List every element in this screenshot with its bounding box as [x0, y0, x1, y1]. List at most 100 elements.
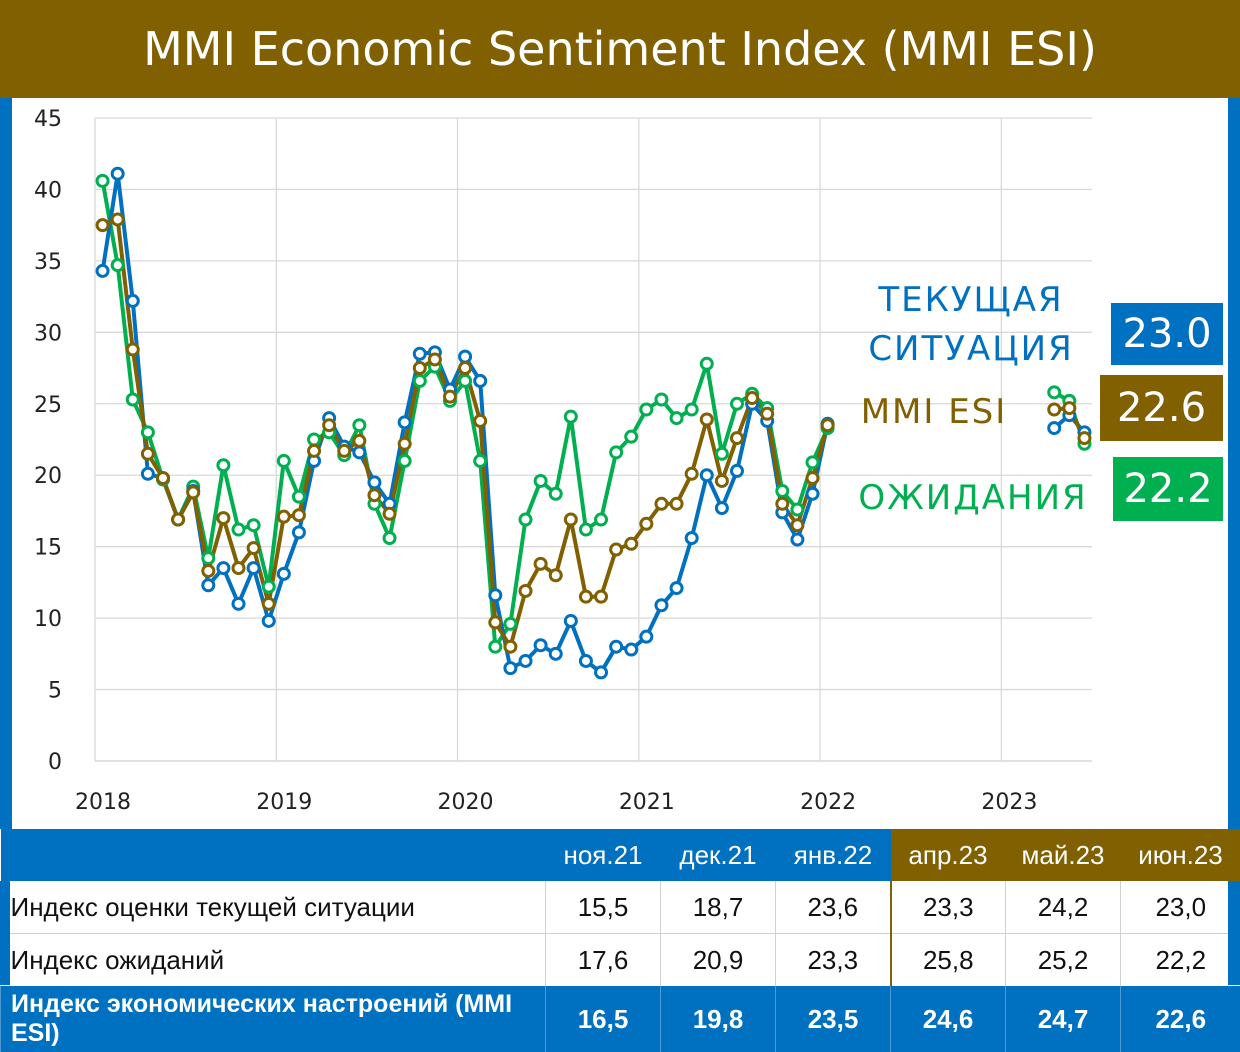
y-tick-label: 20 [34, 464, 62, 489]
series-expect-point [1049, 387, 1060, 398]
current-value-badge: 23.0 [1111, 303, 1223, 365]
series-esi-point [248, 543, 259, 554]
series-current-point [671, 583, 682, 594]
series-expect-point [399, 455, 410, 466]
series-expect-point [384, 533, 395, 544]
series-expect-point [792, 504, 803, 515]
series-current-point [505, 663, 516, 674]
series-expect-point [233, 524, 244, 535]
series-expect-point [218, 460, 229, 471]
series-esi-point [1049, 404, 1060, 415]
series-esi-point [505, 641, 516, 652]
series-current-point [596, 667, 607, 678]
series-esi-point [822, 420, 833, 431]
series-esi-point [324, 420, 335, 431]
series-expect-point [309, 434, 320, 445]
series-expect-point [580, 524, 591, 535]
series-esi-point [203, 565, 214, 576]
series-current-point [263, 615, 274, 626]
table-cell: 25,8 [891, 934, 1006, 987]
label-esi: MMI ESI [861, 392, 1008, 432]
series-current-point [369, 477, 380, 488]
row-label: Индекс экономических настроений (MMI ESI… [1, 986, 546, 1052]
series-current-point [535, 640, 546, 651]
row-label: Индекс ожиданий [1, 934, 546, 987]
series-esi-point [233, 563, 244, 574]
series-esi-point [475, 415, 486, 426]
series-esi-point [731, 433, 742, 444]
series-expect-point [641, 404, 652, 415]
series-expect-point [777, 485, 788, 496]
series-esi-point [309, 445, 320, 456]
table-row: Индекс ожиданий 17,6 20,9 23,3 25,8 25,2… [1, 934, 1240, 987]
y-tick-label: 5 [48, 679, 62, 704]
series-current-point [520, 655, 531, 666]
series-esi-point [97, 220, 108, 231]
series-current-point [293, 527, 304, 538]
series-esi-point [1079, 433, 1090, 444]
series-expect-point [460, 375, 471, 386]
series-current-point [233, 598, 244, 609]
series-esi-point [460, 363, 471, 374]
series-current-point [475, 375, 486, 386]
series-current-point [550, 648, 561, 659]
series-esi-point [142, 448, 153, 459]
table-cell: 23,5 [776, 986, 891, 1052]
table-cell: 22,6 [1121, 986, 1240, 1052]
expect-value-badge: 22.2 [1113, 457, 1223, 521]
table-header-row: ноя.21 дек.21 янв.22 апр.23 май.23 июн.2… [1, 829, 1240, 881]
y-tick-label: 0 [48, 750, 62, 775]
series-current-point [731, 465, 742, 476]
series-current-point [641, 631, 652, 642]
x-tick-label: 2023 [981, 790, 1037, 815]
series-expect-point [596, 514, 607, 525]
table-cell: 24,2 [1006, 881, 1121, 934]
series-esi-point [686, 468, 697, 479]
table-cell: 17,6 [546, 934, 661, 987]
series-current-point [354, 447, 365, 458]
series-esi-point [293, 510, 304, 521]
series-expect-point [203, 553, 214, 564]
series-esi-point [550, 570, 561, 581]
series-expect-point [731, 398, 742, 409]
y-tick-label: 35 [34, 250, 62, 275]
series-esi-point [278, 511, 289, 522]
table-cell: 23,6 [776, 881, 891, 934]
series-expect-point [656, 394, 667, 405]
series-esi-point [399, 438, 410, 449]
table-cell: 22,2 [1121, 934, 1240, 987]
series-expect-point [278, 455, 289, 466]
table-header-blank [1, 829, 546, 881]
label-expect: ОЖИДАНИЯ [858, 478, 1087, 518]
series-esi-point [716, 475, 727, 486]
series-current-point [565, 615, 576, 626]
table-header-cell: май.23 [1006, 829, 1121, 881]
row-label: Индекс оценки текущей ситуации [1, 881, 546, 934]
series-current-point [112, 168, 123, 179]
series-expect-point [354, 420, 365, 431]
series-esi-point [429, 354, 440, 365]
series-current-point [127, 295, 138, 306]
series-current-point [97, 265, 108, 276]
table-header-cell: янв.22 [776, 829, 891, 881]
series-expect-point [293, 491, 304, 502]
series-expect-point [626, 431, 637, 442]
series-esi-point [490, 617, 501, 628]
table-header-cell: апр.23 [891, 829, 1006, 881]
series-expect-point [505, 618, 516, 629]
series-expect-point [535, 475, 546, 486]
table-row: Индекс экономических настроений (MMI ESI… [1, 986, 1240, 1052]
series-expect-point [701, 358, 712, 369]
series-current-point [1049, 423, 1060, 434]
series-expect-point [716, 448, 727, 459]
series-current-point [580, 655, 591, 666]
esi-value-badge: 22.6 [1100, 375, 1223, 441]
table-cell: 23,3 [776, 934, 891, 987]
table-row: Индекс оценки текущей ситуации 15,5 18,7… [1, 881, 1240, 934]
table-frame-left [0, 881, 10, 985]
table-cell: 25,2 [1006, 934, 1121, 987]
y-tick-label: 10 [34, 607, 62, 632]
series-expect-point [686, 404, 697, 415]
